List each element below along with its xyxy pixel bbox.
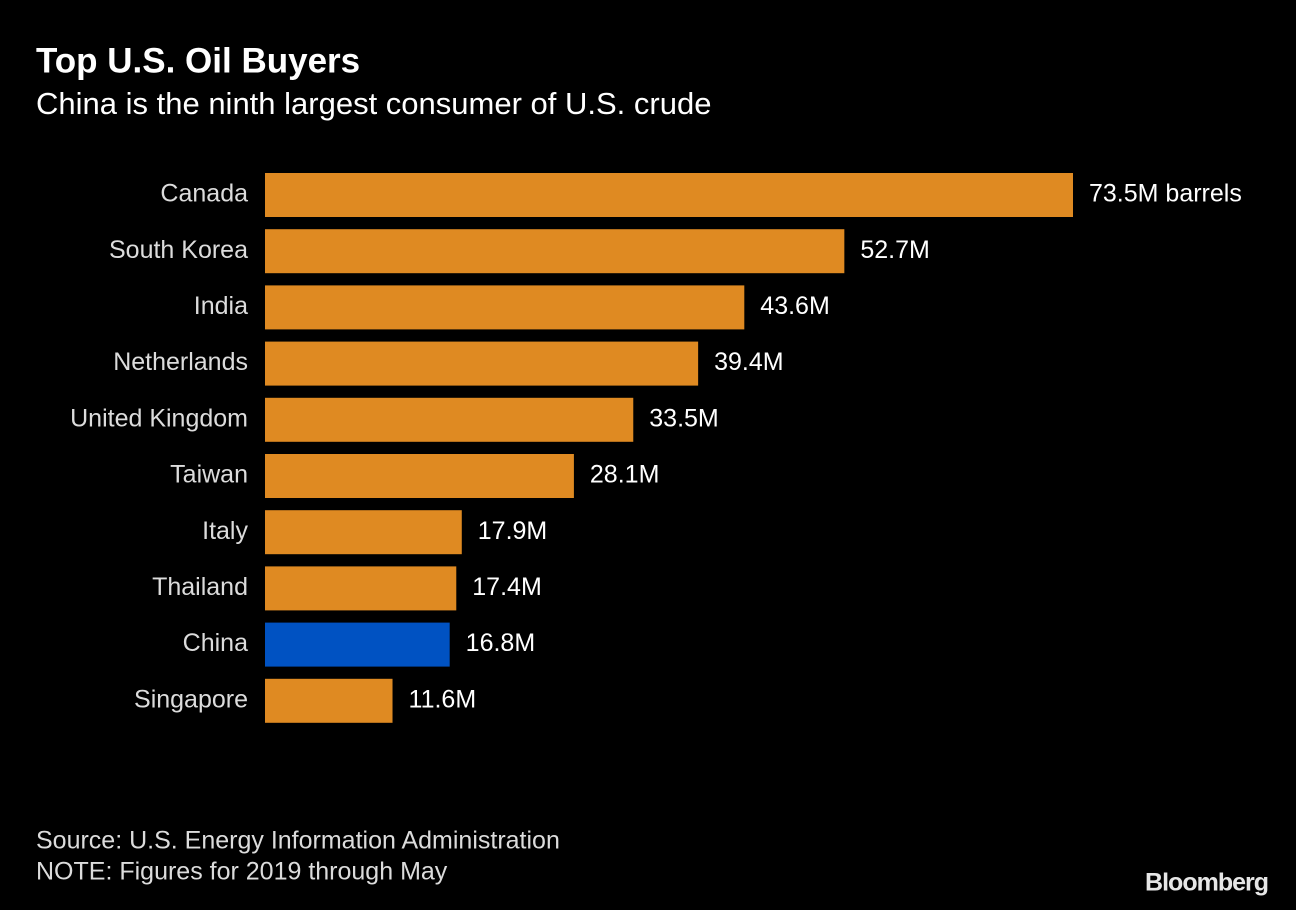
value-label: 16.8M xyxy=(466,629,535,657)
category-label: Netherlands xyxy=(113,348,248,376)
bar xyxy=(265,622,450,667)
bar xyxy=(265,678,393,723)
bar xyxy=(265,566,457,611)
category-label: Italy xyxy=(202,517,248,545)
category-label: Thailand xyxy=(152,573,248,601)
source: Source: U.S. Energy Information Administ… xyxy=(36,827,560,855)
value-label: 17.9M xyxy=(478,517,547,545)
bar xyxy=(265,285,745,330)
category-label: Singapore xyxy=(134,685,248,713)
category-label: Canada xyxy=(160,180,248,208)
chart-subtitle: China is the ninth largest consumer of U… xyxy=(36,86,711,121)
category-label: Taiwan xyxy=(170,461,248,489)
value-label: 39.4M xyxy=(714,348,783,376)
value-label: 52.7M xyxy=(860,236,929,264)
value-label: 17.4M xyxy=(472,573,541,601)
bar xyxy=(265,510,462,555)
brand-logo: Bloomberg xyxy=(1145,869,1268,897)
category-label: India xyxy=(194,292,248,320)
category-label: China xyxy=(183,629,248,657)
value-label: 28.1M xyxy=(590,461,659,489)
note: NOTE: Figures for 2019 through May xyxy=(36,858,448,886)
bar xyxy=(265,397,634,442)
value-label: 11.6M xyxy=(409,685,477,713)
value-label: 73.5M barrels xyxy=(1089,180,1242,208)
chart-title: Top U.S. Oil Buyers xyxy=(36,41,360,80)
bar xyxy=(265,341,699,386)
value-label: 43.6M xyxy=(760,292,829,320)
bar xyxy=(265,454,574,498)
bar xyxy=(265,229,845,274)
bar xyxy=(265,173,1073,217)
category-label: South Korea xyxy=(109,236,248,264)
value-label: 33.5M xyxy=(649,404,718,432)
category-label: United Kingdom xyxy=(70,404,248,432)
